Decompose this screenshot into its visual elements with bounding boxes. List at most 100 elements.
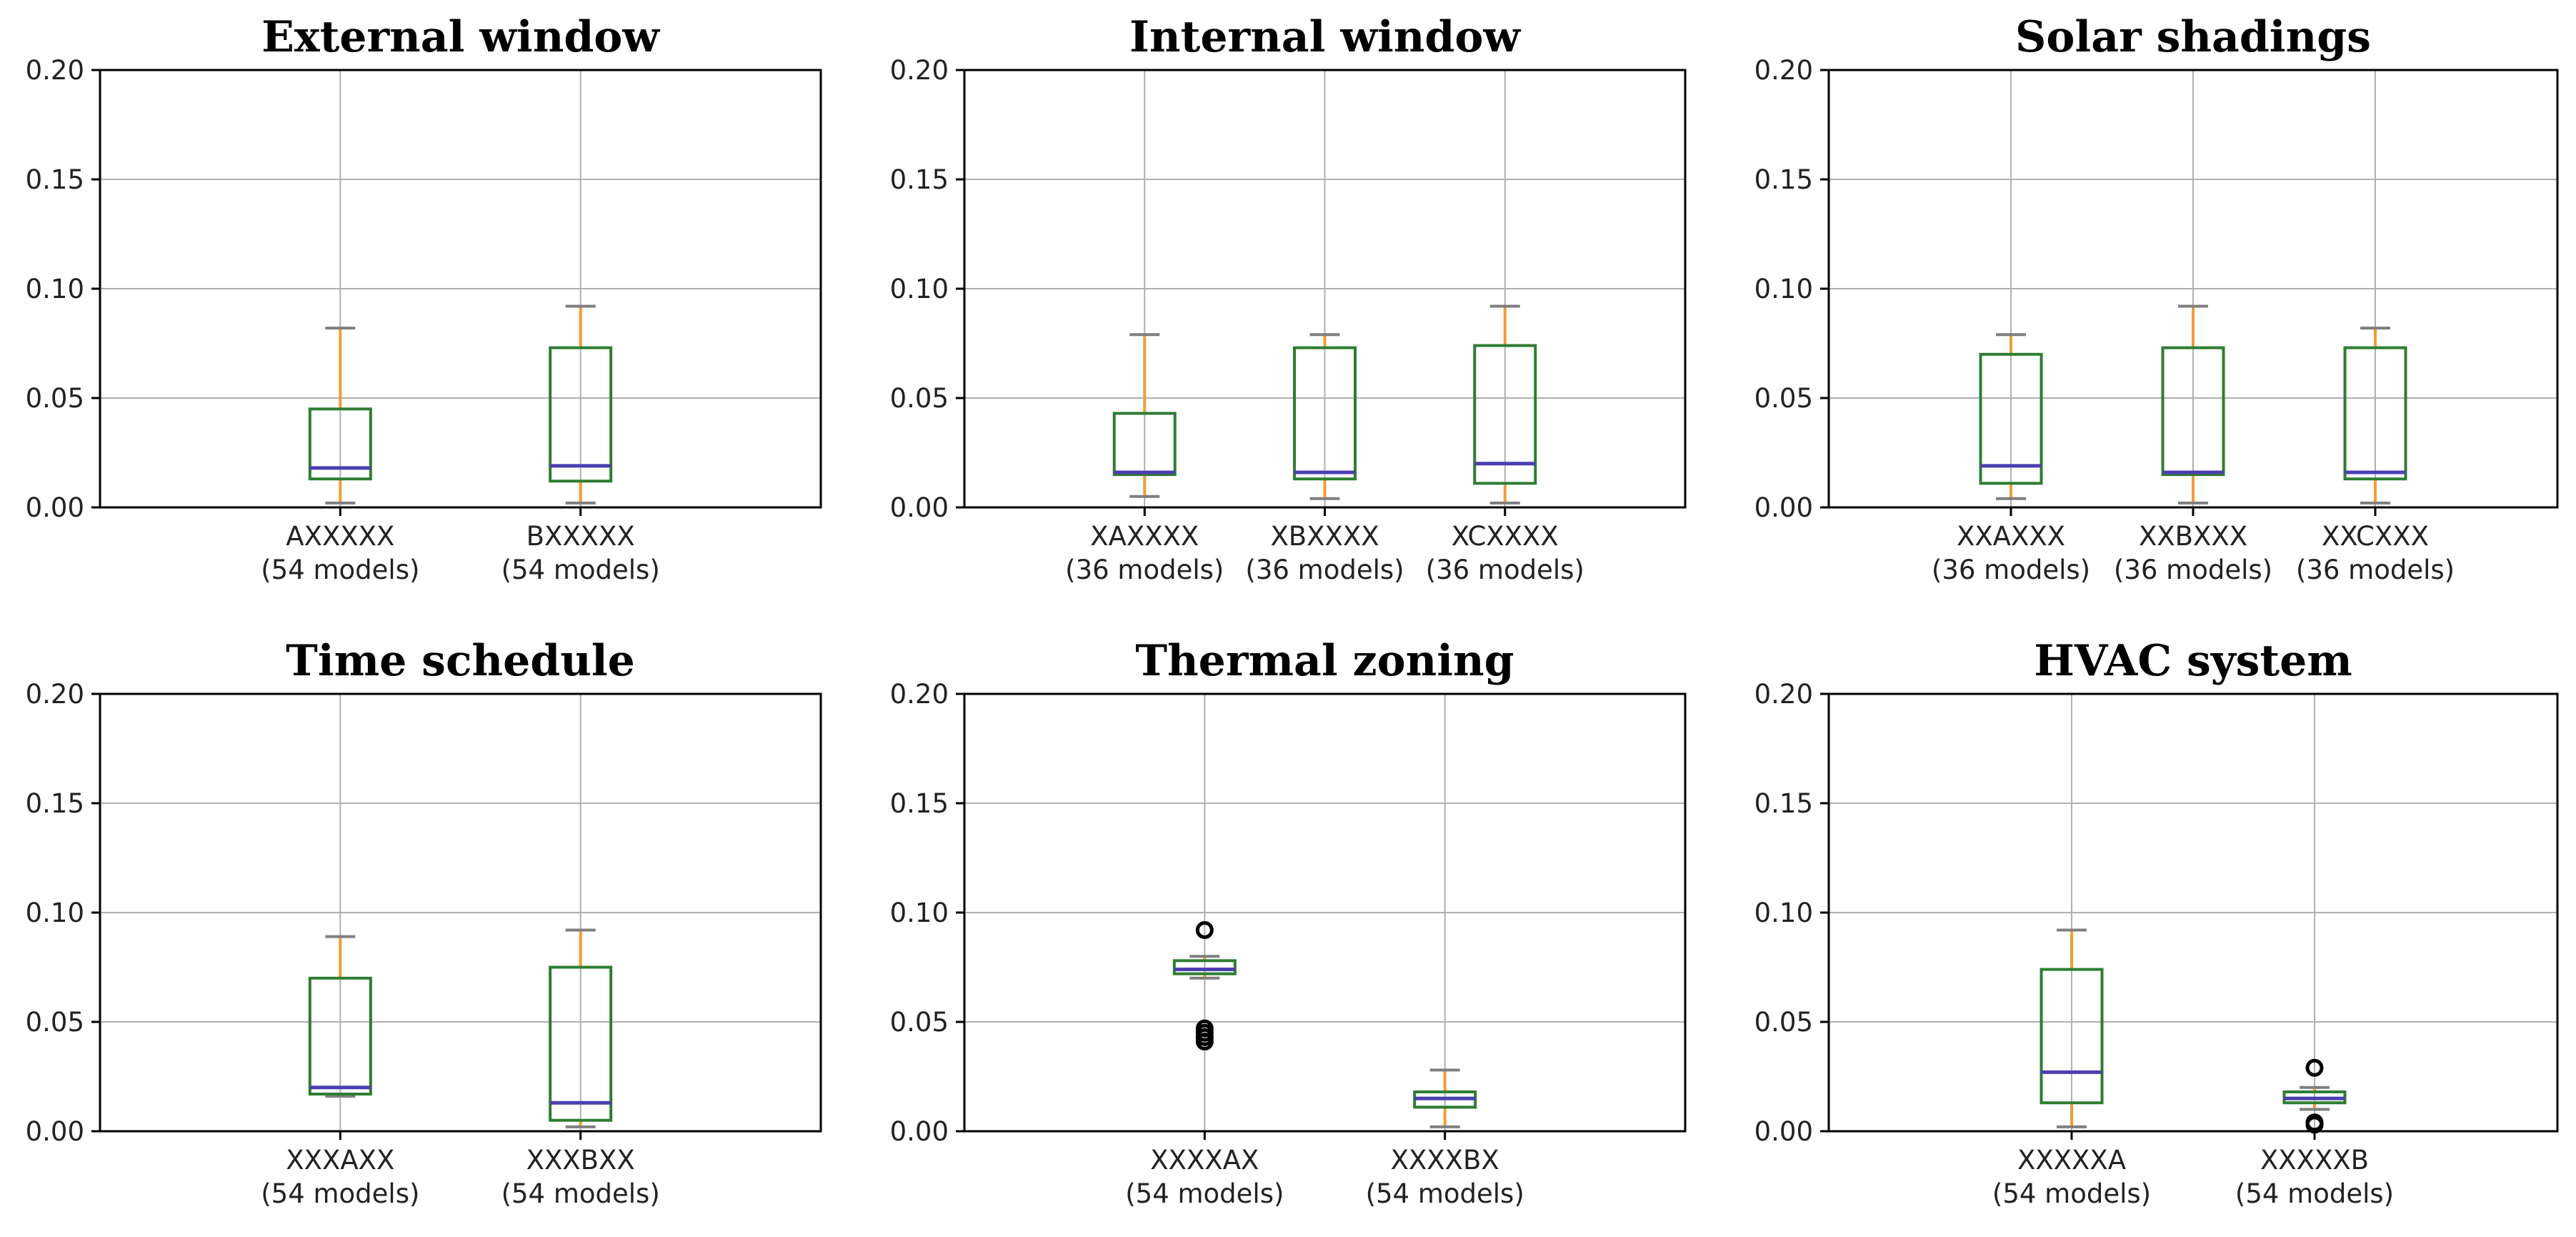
x-category-label: BXXXXX (526, 521, 635, 552)
iqr-box (2161, 346, 2225, 477)
axes-frame (963, 692, 1687, 1133)
x-category-count-label: (54 models) (261, 555, 419, 585)
iqr-box (549, 346, 613, 483)
panel-title: HVAC system (2034, 636, 2352, 686)
y-tick-label: 0.20 (890, 679, 949, 710)
y-tick-label: 0.05 (26, 1007, 84, 1038)
box-axxxxx (308, 327, 372, 505)
x-category-label: XXXAXX (286, 1145, 394, 1176)
x-category-label: AXXXXX (286, 521, 394, 552)
y-tick-label: 0.00 (1754, 492, 1813, 523)
x-category-count-label: (54 models) (1992, 1178, 2151, 1209)
y-tick-label: 0.10 (890, 274, 949, 304)
x-category-label: XXXXXB (2260, 1145, 2369, 1176)
panel-2: Internal window 0.00 0.05 0.10 0.15 0.20 XAXXX… (890, 12, 1687, 585)
iqr-box (1473, 344, 1537, 485)
x-category-label: XXCXXX (2322, 521, 2429, 552)
x-category-count-label: (36 models) (1932, 555, 2090, 585)
y-tick-label: 0.15 (1754, 164, 1813, 195)
y-tick-label: 0.10 (26, 898, 84, 928)
y-tick-label: 0.15 (890, 164, 949, 195)
x-category-count-label: (54 models) (1125, 1178, 1284, 1209)
iqr-box (308, 976, 372, 1096)
x-category-count-label: (36 models) (1245, 555, 1404, 585)
panel-1: External window 0.00 0.05 0.10 0.15 0.20 AXXXX… (26, 12, 822, 585)
panel-4: Time schedule0.000.050.100.150.20XXXAXX(… (26, 636, 822, 1209)
y-tick-label: 0.15 (26, 164, 84, 195)
y-tick-label: 0.00 (26, 492, 84, 523)
panel-title: Thermal zoning (1135, 636, 1514, 686)
y-tick-label: 0.00 (890, 1116, 949, 1147)
x-category-label: XXXXAX (1150, 1145, 1259, 1176)
outlier-point (1195, 920, 1214, 939)
x-category-count-label: (54 models) (501, 555, 660, 585)
x-category-count-label: (54 models) (501, 1178, 660, 1209)
x-category-label: XXXBXX (526, 1145, 635, 1176)
iqr-box (549, 965, 613, 1122)
iqr-box (2343, 346, 2407, 481)
iqr-box (1172, 959, 1237, 975)
x-category-count-label: (36 models) (2296, 555, 2455, 585)
x-category-label: XXBXXX (2139, 521, 2247, 552)
outlier-point (1195, 1033, 1214, 1051)
box-xxbxxx (2161, 304, 2225, 505)
panel-5: Thermal zoning 0.00 0.05 0.10 0.15 0.20 XXXXAX… (890, 636, 1687, 1209)
axes-frame (99, 692, 822, 1133)
box-xaxxxx (1112, 333, 1177, 498)
box-xbxxxx (1293, 333, 1357, 500)
y-tick-label: 0.20 (26, 55, 84, 86)
x-category-count-label: (36 models) (2114, 555, 2272, 585)
iqr-box (308, 407, 372, 481)
y-tick-label: 0.10 (1754, 274, 1813, 304)
y-tick-label: 0.20 (26, 679, 84, 710)
y-tick-label: 0.10 (26, 274, 84, 304)
x-category-count-label: (54 models) (2235, 1178, 2394, 1209)
x-category-count-label: (54 models) (261, 1178, 419, 1209)
box-xxxxax (1172, 920, 1237, 1051)
y-tick-label: 0.10 (1754, 898, 1813, 928)
y-tick-label: 0.15 (890, 788, 949, 819)
x-category-label: XXXXBX (1391, 1145, 1499, 1176)
x-category-count-label: (36 models) (1426, 555, 1584, 585)
iqr-box (2040, 968, 2104, 1105)
y-tick-label: 0.05 (890, 383, 949, 414)
axes-frame (963, 69, 1687, 509)
y-tick-label: 0.05 (1754, 383, 1813, 414)
x-category-label: XAXXXX (1090, 521, 1199, 552)
x-category-label: XXXXXA (2017, 1145, 2126, 1176)
y-tick-label: 0.20 (890, 55, 949, 86)
panel-title: Solar shadings (2015, 12, 2371, 62)
panel-3: Solar shadings 0.00 0.05 0.10 0.15 0.20 XXAXXX… (1754, 12, 2559, 585)
y-tick-label: 0.10 (890, 898, 949, 928)
x-category-count-label: (54 models) (1366, 1178, 1524, 1209)
y-tick-label: 0.00 (1754, 1116, 1813, 1147)
box-xxxbxx (549, 928, 613, 1128)
box-xxxxxb (2282, 1058, 2347, 1134)
panel-title: External window (261, 12, 660, 62)
iqr-box (1979, 352, 2043, 485)
y-tick-label: 0.00 (26, 1116, 84, 1147)
outlier-point (2305, 1058, 2324, 1077)
axes-frame (1827, 692, 2559, 1133)
box-xxxaxx (308, 935, 372, 1098)
y-tick-label: 0.20 (1754, 55, 1813, 86)
y-tick-label: 0.00 (890, 492, 949, 523)
iqr-box (1112, 412, 1177, 477)
y-tick-label: 0.05 (26, 383, 84, 414)
x-category-count-label: (36 models) (1065, 555, 1224, 585)
box-xcxxxx (1473, 304, 1537, 505)
box-xxcxxx (2343, 327, 2407, 505)
x-category-label: XXAXXX (1957, 521, 2065, 552)
axes-frame (1827, 69, 2559, 509)
box-xxxxbx (1413, 1068, 1477, 1128)
y-tick-label: 0.15 (26, 788, 84, 819)
box-xxaxxx (1979, 333, 2043, 500)
box-xxxxxa (2040, 928, 2104, 1128)
axes-frame (99, 69, 822, 509)
y-tick-label: 0.05 (1754, 1007, 1813, 1038)
box-bxxxxx (549, 304, 613, 505)
panel-title: Internal window (1129, 12, 1521, 62)
y-tick-label: 0.15 (1754, 788, 1813, 819)
y-tick-label: 0.20 (1754, 679, 1813, 710)
